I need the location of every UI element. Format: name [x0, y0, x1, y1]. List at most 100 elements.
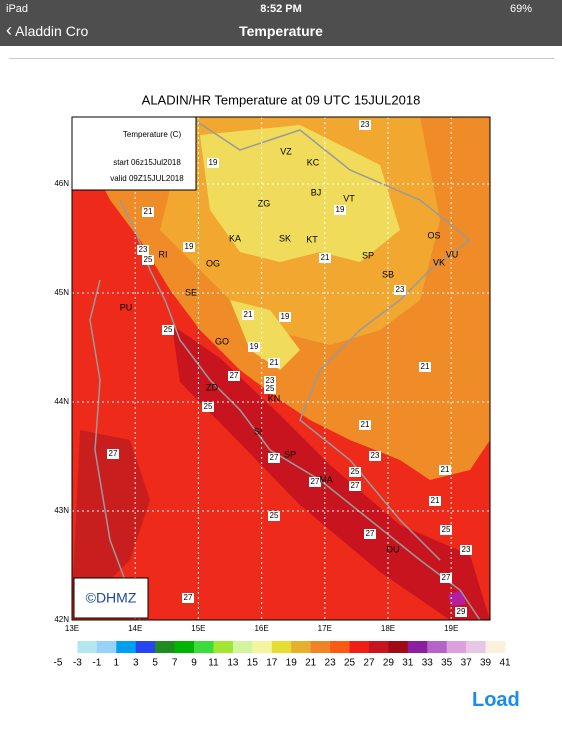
legend-swatch [232, 641, 253, 653]
place-label: VK [433, 257, 445, 267]
map-labels: 13E 14E 15E 16E 17E 18E 19E 46N 45N 44N 43N 42N 23 19… [54, 120, 472, 633]
temperature-label: 23 [462, 545, 471, 554]
temperature-label: 19 [281, 312, 290, 321]
legend-swatch [252, 641, 273, 653]
divider [9, 58, 554, 59]
legend-tick-label: 31 [402, 658, 414, 669]
temperature-label: 19 [250, 342, 259, 351]
temperature-label: 25 [164, 325, 173, 334]
lat-label: 46N [54, 179, 69, 188]
place-label: KC [307, 157, 320, 167]
temperature-label-box [202, 402, 214, 412]
legend-swatch [291, 641, 311, 653]
legend-swatch [427, 641, 447, 653]
temperature-label: 27 [366, 529, 375, 538]
place-label: SP [362, 250, 374, 260]
lon-label: 13E [65, 624, 79, 633]
legend-swatch [485, 641, 506, 653]
place-label: MA [319, 474, 333, 484]
temperature-label: 27 [351, 481, 360, 490]
legend-tick-label: 29 [383, 658, 395, 669]
legend-swatch [368, 641, 389, 653]
temperature-label: 25 [204, 402, 213, 411]
temperature-label-box [182, 593, 194, 603]
temperature-label: 23 [396, 285, 405, 294]
place-label: ZD [206, 382, 218, 392]
load-button[interactable]: Load [472, 689, 520, 711]
temperature-label-box [107, 449, 119, 459]
lat-label: 45N [54, 288, 69, 297]
temperature-label: 21 [144, 207, 153, 216]
legend-tick-label: 15 [247, 658, 259, 669]
temperature-label-box [162, 325, 174, 335]
lon-label: 18E [381, 624, 395, 633]
temperature-label-box [242, 310, 254, 320]
legend-tick-label: 23 [325, 658, 337, 669]
temperature-label: 21 [431, 496, 440, 505]
temperature-label-box [137, 245, 149, 255]
legend-tick-label: 7 [172, 658, 178, 669]
legend-swatch [407, 641, 428, 653]
temperature-label-box [279, 312, 291, 322]
legend-swatch [213, 641, 234, 653]
legend-swatch [349, 641, 370, 653]
legend-swatch [446, 641, 467, 653]
temperature-label-box [419, 362, 431, 372]
place-label: VU [446, 249, 459, 259]
temperature-label: 25 [442, 525, 451, 534]
temperature-label-box [228, 371, 240, 381]
temperature-label: 21 [244, 310, 253, 319]
legend-swatch [116, 641, 137, 653]
back-label[interactable]: Aladdin Cro [15, 23, 89, 39]
place-label: PU [120, 302, 133, 312]
legend-swatch [194, 641, 214, 653]
temperature-label-box [268, 358, 280, 368]
legend-swatch [77, 641, 98, 653]
temperature-label: 25 [144, 255, 153, 264]
legend-tick-label: 13 [227, 658, 239, 669]
place-label: SE [185, 287, 197, 297]
lat-label: 43N [54, 506, 69, 515]
legend-tick-label: 37 [461, 658, 473, 669]
temperature-label-box [359, 120, 371, 130]
temperature-label-box [142, 207, 154, 217]
temperature-label-box [248, 342, 260, 352]
temperature-label: 25 [270, 511, 279, 520]
legend-tick-label: 39 [480, 658, 492, 669]
temperature-label-box [429, 496, 441, 506]
graticule [72, 117, 490, 620]
coastline [89, 279, 141, 620]
place-label: KT [306, 234, 318, 244]
legend-tick-label: 27 [363, 658, 375, 669]
legend-tick-label: 17 [266, 658, 278, 669]
temperature-label: 19 [185, 242, 194, 251]
place-label: KA [229, 233, 241, 243]
place-label: SI [254, 426, 263, 436]
legend-tick-label: 3 [133, 658, 139, 669]
temperature-label-box [334, 205, 346, 215]
legend-tick-label: 21 [305, 658, 317, 669]
temperature-label-box [439, 465, 451, 475]
legend-tick-label: 9 [191, 658, 197, 669]
lon-label: 16E [254, 624, 268, 633]
place-label: KN [268, 393, 281, 403]
temperature-label: 27 [230, 371, 239, 380]
temperature-label-box [309, 477, 321, 487]
info-start: start 06z15Jul2018 [113, 158, 181, 167]
legend-tick-label: -1 [92, 658, 101, 669]
temperature-label: 27 [184, 593, 193, 602]
info-heading: Temperature (C) [123, 130, 182, 139]
temperature-label-box [364, 529, 376, 539]
temperature-label: 23 [371, 451, 380, 460]
temperature-label-box [440, 525, 452, 535]
legend-swatch [96, 641, 117, 653]
legend-swatch [388, 641, 409, 653]
map-title: ALADIN/HR Temperature at 09 UTC 15JUL201… [142, 92, 421, 107]
temperature-label: 29 [457, 607, 466, 616]
temperature-label-box [183, 242, 195, 252]
place-label: GO [215, 336, 229, 346]
back-button[interactable]: ‹ Aladdin Cro [6, 20, 89, 40]
temperature-label: 21 [441, 465, 450, 474]
temperature-label: 23 [266, 376, 275, 385]
